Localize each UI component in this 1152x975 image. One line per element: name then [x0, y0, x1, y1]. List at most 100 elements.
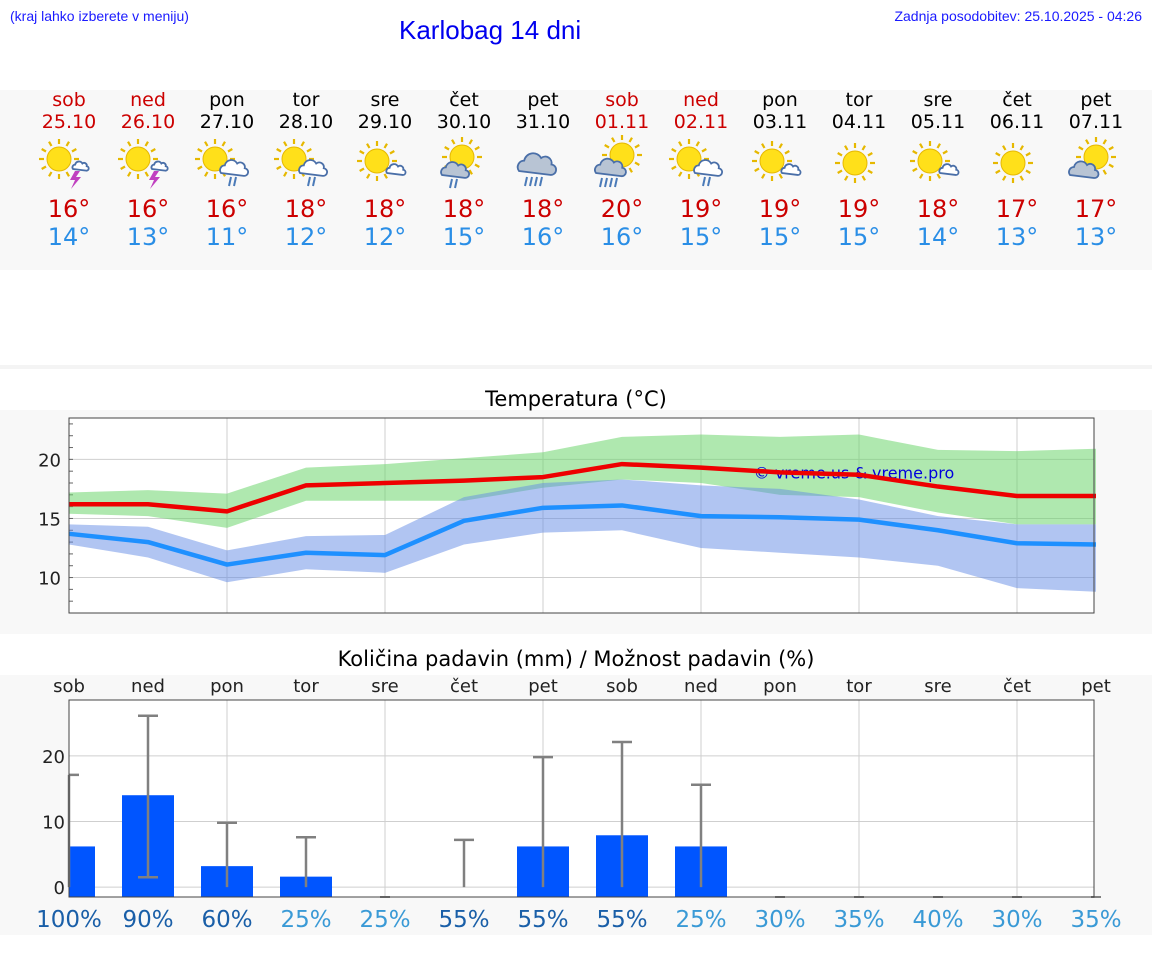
day-name: sre — [923, 89, 953, 111]
x-category-label: čet — [450, 676, 478, 697]
min-temperature: 13° — [995, 223, 1039, 251]
precipitation-probability: 90% — [122, 907, 173, 933]
day-column: pon 03.11 19° 15° — [740, 88, 820, 251]
y-tick-label: 10 — [38, 569, 61, 590]
precipitation-probability: 30% — [991, 907, 1042, 933]
precipitation-probability: 55% — [596, 907, 647, 933]
y-tick-label: 20 — [42, 747, 65, 768]
day-date: 01.11 — [594, 111, 650, 133]
min-temperature: 15° — [442, 223, 486, 251]
day-date: 03.11 — [752, 111, 808, 133]
min-temperature: 12° — [284, 223, 328, 251]
day-date: 25.10 — [41, 111, 97, 133]
precipitation-probability: 35% — [833, 907, 884, 933]
page-title: Karlobag 14 dni — [399, 15, 582, 45]
precipitation-chart: sob ned pon tor sre čet pet sob ned pon tor sre čet p… — [36, 676, 1121, 933]
x-category-label: pon — [763, 676, 797, 697]
min-temperature-line — [68, 503, 1097, 567]
day-name: tor — [845, 89, 873, 111]
max-temperature: 19° — [679, 195, 723, 223]
x-category-label: sre — [371, 676, 398, 697]
max-temperature: 16° — [205, 195, 249, 223]
day-name: ned — [130, 89, 166, 111]
plot-frame — [68, 699, 1095, 898]
day-date: 29.10 — [357, 111, 413, 133]
day-column: pet 31.10 18° 16° — [503, 88, 583, 251]
min-temperature: 13° — [126, 223, 170, 251]
forecast-band — [0, 90, 1152, 270]
day-column: sre 05.11 18° 14° — [898, 88, 978, 251]
max-temperature-range-band — [69, 434, 1096, 528]
sun-small-cloud-icon — [910, 141, 960, 181]
y-tick-label: 0 — [54, 878, 65, 899]
precipitation-bar — [69, 846, 95, 897]
last-updated: Zadnja posodobitev: 25.10.2025 - 04:26 — [894, 8, 1142, 24]
precipitation-probability: 40% — [912, 907, 963, 933]
x-category-label: ned — [684, 676, 718, 697]
x-category-label: sob — [606, 676, 638, 697]
day-column: čet 30.10 18° 15° — [424, 88, 504, 251]
day-date: 06.11 — [989, 111, 1045, 133]
precipitation-probability: 25% — [359, 907, 410, 933]
max-temperature: 18° — [916, 195, 960, 223]
sun-thunder-icon — [39, 139, 90, 189]
day-date: 27.10 — [199, 111, 255, 133]
sun-cloud-rain-icon — [195, 139, 249, 187]
x-category-label: tor — [846, 676, 872, 697]
day-column: čet 06.11 17° 13° — [977, 88, 1057, 251]
plot-frame — [68, 417, 1095, 614]
sun-thunder-icon — [118, 139, 169, 189]
temperature-chart-title: Temperatura (°C) — [485, 387, 667, 411]
min-temperature: 15° — [679, 223, 723, 251]
max-temperature: 19° — [758, 195, 802, 223]
sun-cloud-rain-icon — [669, 139, 723, 187]
x-category-label: čet — [1003, 676, 1031, 697]
day-column: ned 02.11 19° 15° — [661, 88, 741, 251]
day-name: pon — [762, 89, 798, 111]
precipitation-probability: 25% — [675, 907, 726, 933]
day-name: pet — [527, 89, 559, 111]
daily-forecast: sob 25.10 16° 14° ned 26.10 16° 13° pon 27.10 16° 1… — [0, 88, 1152, 268]
divider — [0, 365, 1152, 369]
day-name: tor — [292, 89, 320, 111]
min-temperature: 15° — [758, 223, 802, 251]
precipitation-probability: 55% — [517, 907, 568, 933]
sun-small-cloud-icon — [357, 141, 407, 181]
min-temperature: 14° — [916, 223, 960, 251]
min-temperature: 16° — [521, 223, 565, 251]
day-column: sre 29.10 18° 12° — [345, 88, 425, 251]
x-category-label: tor — [293, 676, 319, 697]
precipitation-probability: 55% — [438, 907, 489, 933]
precipitation-probability: 25% — [280, 907, 331, 933]
x-category-label: ned — [131, 676, 165, 697]
min-temperature: 16° — [600, 223, 644, 251]
min-temperature: 14° — [47, 223, 91, 251]
max-temperature: 18° — [363, 195, 407, 223]
precipitation-probability: 60% — [201, 907, 252, 933]
y-tick-label: 15 — [38, 509, 61, 530]
sun-icon — [993, 143, 1033, 183]
sun-cloud-rain-icon — [274, 139, 328, 187]
day-column: pon 27.10 16° 11° — [187, 88, 267, 251]
max-temperature: 16° — [126, 195, 170, 223]
cloud-heavy-rain-icon — [516, 152, 557, 187]
location-menu-note[interactable]: (kraj lahko izberete v meniju) — [10, 8, 189, 24]
x-category-label: pet — [1081, 676, 1111, 697]
x-category-label: sob — [53, 676, 85, 697]
day-date: 05.11 — [910, 111, 966, 133]
day-column: sob 25.10 16° 14° — [29, 88, 109, 251]
max-temperature: 17° — [995, 195, 1039, 223]
max-temperature: 18° — [521, 195, 565, 223]
sun-icon — [835, 143, 875, 183]
day-column: sob 01.11 20° 16° — [582, 88, 662, 251]
y-tick-label: 20 — [38, 450, 61, 471]
sun-grey-cloud-heavy-rain-icon — [594, 135, 642, 188]
precipitation-probability: 100% — [36, 907, 102, 933]
sun-small-cloud-icon — [752, 141, 802, 181]
day-date: 07.11 — [1068, 111, 1124, 133]
max-temperature: 17° — [1074, 195, 1118, 223]
x-category-label: pet — [528, 676, 558, 697]
max-temperature: 18° — [284, 195, 328, 223]
max-temperature: 16° — [47, 195, 91, 223]
